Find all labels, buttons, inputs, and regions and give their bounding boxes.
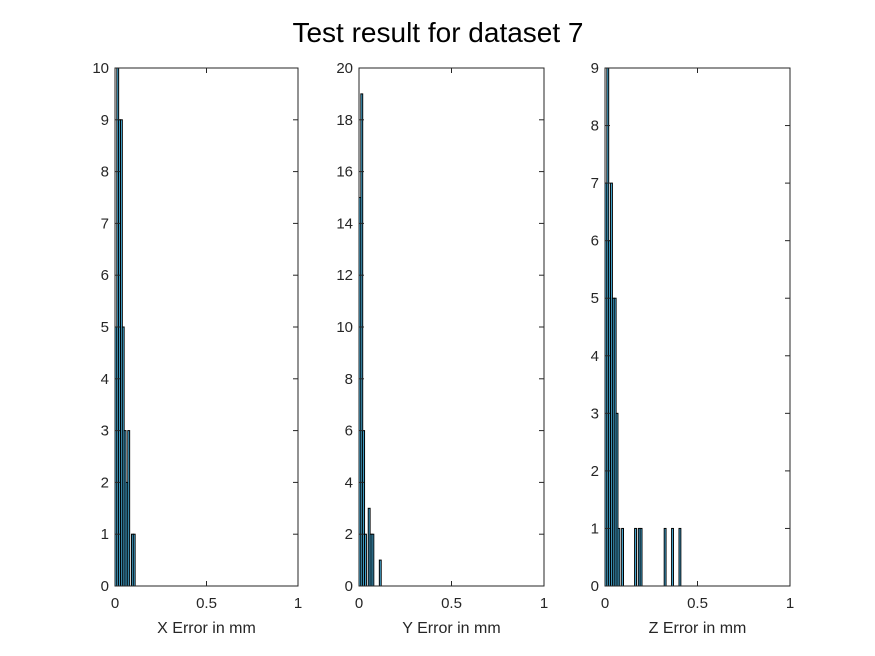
x-axis-label: X Error in mm bbox=[157, 620, 256, 637]
z-ytick-label: 7 bbox=[591, 175, 599, 192]
z-plot-area bbox=[605, 68, 790, 586]
z-ytick-label: 0 bbox=[591, 578, 599, 595]
y-ytick-label: 4 bbox=[345, 474, 353, 491]
figure-title: Test result for dataset 7 bbox=[292, 17, 583, 48]
y-plot-area bbox=[359, 68, 544, 586]
z-histogram-bar bbox=[634, 527, 637, 587]
y-ytick-label: 16 bbox=[336, 164, 353, 181]
z-ytick-label: 5 bbox=[591, 290, 599, 307]
z-ytick-label: 9 bbox=[591, 60, 599, 77]
z-ytick-label: 2 bbox=[591, 463, 599, 480]
x-histogram-bar bbox=[127, 430, 131, 587]
z-histogram-bar bbox=[639, 527, 643, 587]
z-ytick-label: 4 bbox=[591, 348, 599, 365]
z-xtick-label: 0.5 bbox=[687, 595, 708, 612]
y-ytick-label: 20 bbox=[336, 60, 353, 77]
x-xtick-label: 0 bbox=[111, 595, 119, 612]
x-ytick-label: 4 bbox=[101, 371, 109, 388]
z-ytick-label: 3 bbox=[591, 405, 599, 422]
y-ytick-label: 2 bbox=[345, 526, 353, 543]
x-ytick-label: 1 bbox=[101, 526, 109, 543]
z-xtick-label: 0 bbox=[601, 595, 609, 612]
y-ytick-label: 10 bbox=[336, 319, 353, 336]
y-ytick-label: 8 bbox=[345, 371, 353, 388]
z-histogram-bar bbox=[617, 527, 621, 587]
y-ytick-label: 12 bbox=[336, 267, 353, 284]
x-histogram-bar bbox=[132, 533, 136, 587]
z-histogram-bar bbox=[671, 527, 674, 587]
z-xtick-label: 1 bbox=[786, 595, 794, 612]
z-histogram-bar bbox=[621, 527, 625, 587]
z-ytick-label: 6 bbox=[591, 233, 599, 250]
y-xtick-label: 1 bbox=[540, 595, 548, 612]
z-histogram-bar bbox=[678, 527, 682, 587]
x-ytick-label: 3 bbox=[101, 423, 109, 440]
x-ytick-label: 10 bbox=[92, 60, 109, 77]
z-ytick-label: 1 bbox=[591, 520, 599, 537]
y-ytick-label: 14 bbox=[336, 215, 353, 232]
z-error-histogram: 0 1 2 3 4 5 6 7 8 9 0 0.5 1 Z Error in mm bbox=[591, 60, 795, 637]
x-error-histogram: 0 1 2 3 4 5 6 7 8 9 10 0 0.5 1 X Error in mm bbox=[92, 60, 302, 637]
x-xtick-label: 1 bbox=[294, 595, 302, 612]
x-ytick-label: 6 bbox=[101, 267, 109, 284]
y-ytick-label: 0 bbox=[345, 578, 353, 595]
x-ytick-label: 0 bbox=[101, 578, 109, 595]
x-xtick-label: 0.5 bbox=[196, 595, 217, 612]
y-histogram-bar bbox=[378, 559, 382, 587]
z-histogram-bar bbox=[663, 527, 667, 587]
z-ytick-label: 8 bbox=[591, 118, 599, 135]
x-ytick-label: 5 bbox=[101, 319, 109, 336]
x-ytick-label: 9 bbox=[101, 112, 109, 129]
y-ytick-label: 18 bbox=[336, 112, 353, 129]
y-axis-label: Y Error in mm bbox=[402, 620, 500, 637]
y-xtick-label: 0 bbox=[355, 595, 363, 612]
y-histogram-bar bbox=[371, 533, 375, 587]
x-plot-area bbox=[115, 68, 298, 586]
y-ytick-label: 6 bbox=[345, 423, 353, 440]
y-histogram-bar bbox=[364, 533, 367, 587]
x-ytick-label: 8 bbox=[101, 164, 109, 181]
z-axis-label: Z Error in mm bbox=[649, 620, 747, 637]
y-error-histogram: 0 2 4 6 8 10 12 14 16 18 20 0 0.5 1 Y Error in mm bbox=[336, 60, 548, 637]
x-ytick-label: 7 bbox=[101, 215, 109, 232]
y-xtick-label: 0.5 bbox=[441, 595, 462, 612]
x-ytick-label: 2 bbox=[101, 474, 109, 491]
